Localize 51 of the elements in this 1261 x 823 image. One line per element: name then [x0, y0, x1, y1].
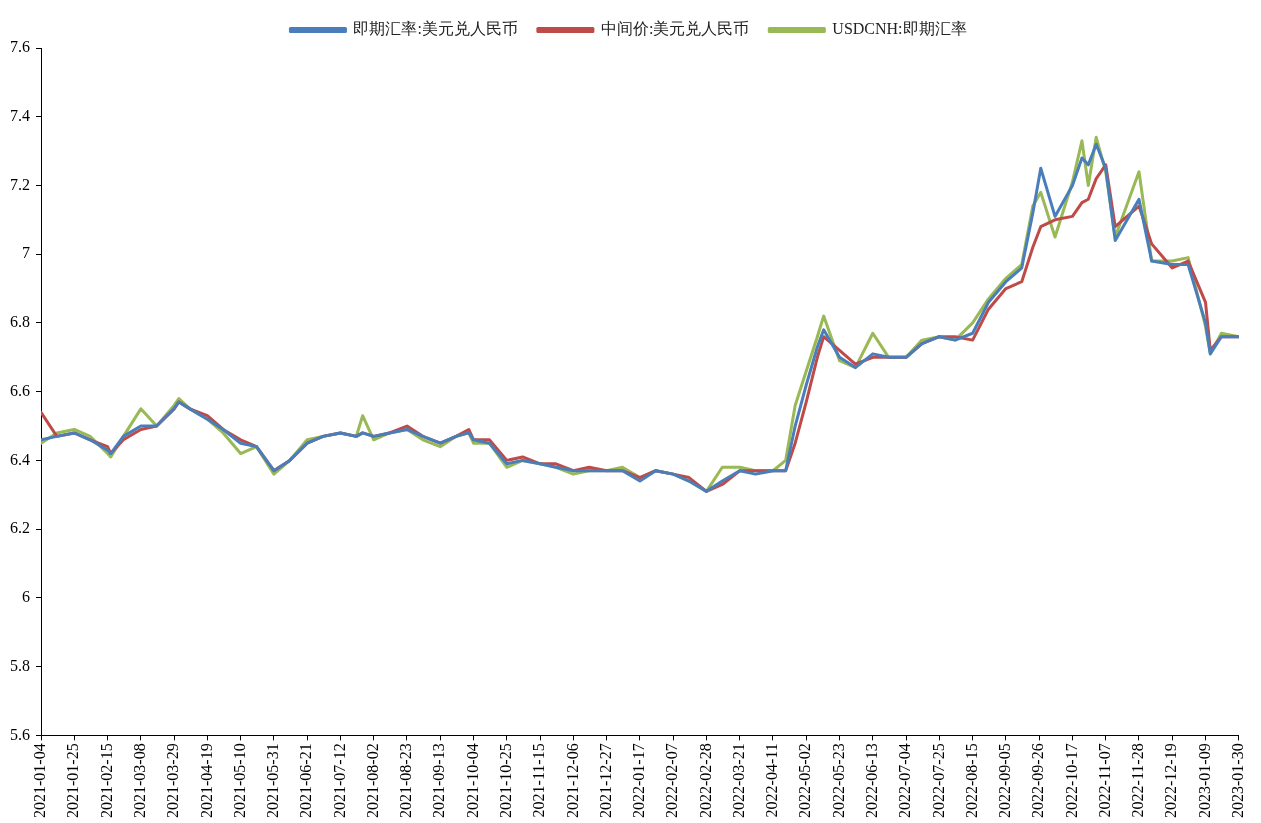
x-tick-label: 2021-04-19 [197, 743, 215, 818]
x-tick-label: 2021-01-04 [31, 743, 49, 818]
x-tick-label: 2022-02-28 [696, 743, 714, 818]
y-tick-label: 6.8 [10, 313, 30, 331]
x-tick-label: 2021-02-15 [97, 743, 115, 818]
x-tick-label: 2021-05-31 [264, 743, 282, 818]
x-tick-label: 2022-06-13 [863, 743, 881, 818]
y-tick-label: 5.8 [10, 656, 30, 674]
x-tick-label: 2022-01-17 [630, 743, 648, 818]
legend-label: USDCNH:即期汇率 [832, 20, 967, 38]
legend-label: 即期汇率:美元兑人民币 [353, 20, 518, 38]
x-tick-label: 2022-04-11 [763, 743, 781, 818]
x-tick-label: 2022-10-17 [1062, 743, 1080, 818]
x-tick-label: 2021-05-10 [230, 743, 248, 818]
x-tick-label: 2022-07-25 [929, 743, 947, 818]
x-tick-label: 2022-12-19 [1162, 743, 1180, 818]
x-tick-label: 2021-11-15 [530, 743, 548, 818]
x-tick-label: 2022-11-28 [1129, 743, 1147, 818]
x-tick-label: 2021-07-12 [330, 743, 348, 818]
x-tick-label: 2022-09-26 [1029, 743, 1047, 818]
x-tick-label: 2021-08-23 [397, 743, 415, 818]
y-tick-label: 6.6 [10, 381, 30, 399]
x-tick-label: 2021-09-13 [430, 743, 448, 818]
x-tick-label: 2021-03-08 [131, 743, 149, 818]
x-tick-label: 2021-01-25 [64, 743, 82, 818]
y-tick-label: 7.6 [10, 38, 30, 56]
y-tick-label: 6.2 [10, 519, 30, 537]
x-tick-label: 2021-10-04 [463, 743, 481, 818]
x-tick-label: 2021-03-29 [164, 743, 182, 818]
x-tick-label: 2023-01-30 [1229, 743, 1246, 818]
x-tick-label: 2023-01-09 [1195, 743, 1213, 818]
y-tick-label: 6 [22, 588, 30, 606]
x-tick-label: 2022-05-23 [829, 743, 847, 818]
legend-label: 中间价:美元兑人民币 [600, 20, 750, 38]
y-tick-label: 7 [22, 244, 30, 262]
y-tick-label: 5.6 [10, 725, 30, 743]
x-tick-label: 2022-08-15 [962, 743, 980, 818]
x-tick-label: 2022-05-02 [796, 743, 814, 818]
x-tick-label: 2021-12-27 [596, 743, 614, 818]
x-tick-label: 2021-08-02 [363, 743, 381, 818]
x-tick-label: 2022-09-05 [996, 743, 1014, 818]
x-tick-label: 2021-12-06 [563, 743, 581, 818]
x-tick-label: 2021-10-25 [497, 743, 515, 818]
x-tick-label: 2021-06-21 [297, 743, 315, 818]
x-tick-label: 2022-11-07 [1095, 743, 1113, 818]
y-tick-label: 7.2 [10, 175, 30, 193]
x-tick-label: 2022-07-04 [896, 743, 914, 818]
y-tick-label: 6.4 [10, 450, 30, 468]
x-tick-label: 2022-03-21 [729, 743, 747, 818]
y-tick-label: 7.4 [10, 106, 30, 124]
x-tick-label: 2022-02-07 [663, 743, 681, 818]
